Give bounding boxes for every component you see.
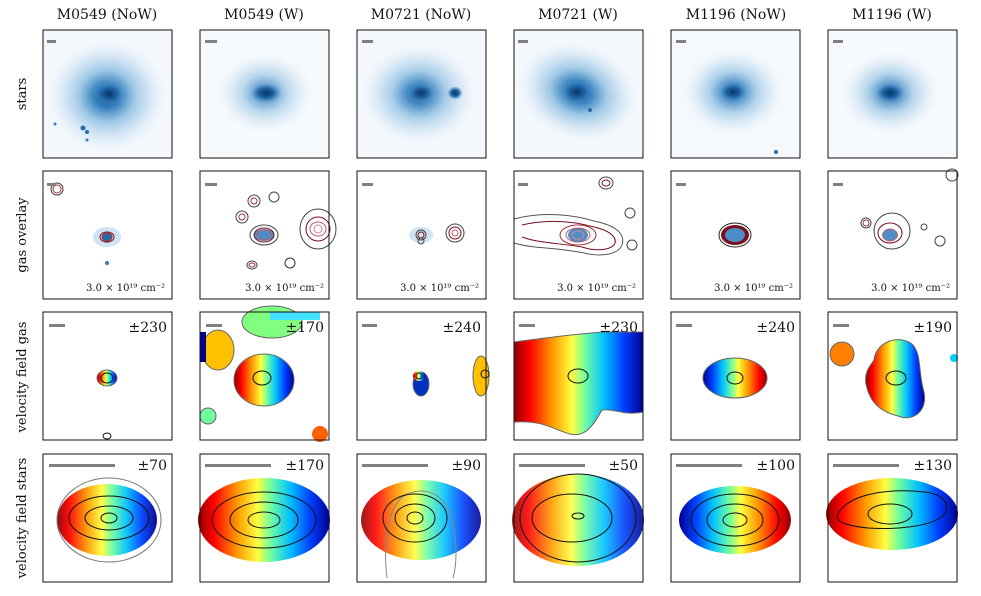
- velocity-stars-panel: ±90: [356, 453, 487, 583]
- velocity-range-label: ±170: [286, 458, 324, 474]
- scale-bar: [49, 464, 115, 467]
- column-title: M0549 (NoW): [57, 7, 157, 23]
- scale-bar: [205, 40, 217, 43]
- scale-bar: [676, 40, 686, 43]
- column-titles: M0549 (NoW) M0549 (W) M0721 (NoW) M0721 …: [57, 7, 932, 23]
- velocity-range-label: ±90: [451, 458, 481, 474]
- velocity-gas-panel: ±240: [670, 311, 801, 441]
- scale-bar: [676, 183, 686, 186]
- scale-bar: [362, 40, 373, 43]
- velocity-stars-panel: ±130: [826, 453, 958, 583]
- velocity-stars-panel: ±100: [670, 453, 801, 583]
- velocity-stars-panel: ±170: [198, 453, 330, 583]
- velocity-range-label: ±190: [914, 320, 952, 336]
- scale-bar: [833, 464, 899, 467]
- column-density-label: 3.0 × 10¹⁹ cm⁻²: [86, 283, 165, 294]
- column-title: M1196 (W): [852, 7, 932, 23]
- velocity-range-label: ±240: [443, 320, 481, 336]
- velocity-range-label: ±230: [600, 320, 638, 336]
- velocity-gas-panel: ±190: [827, 311, 958, 441]
- scale-bar: [49, 324, 65, 327]
- column-density-label: 3.0 × 10¹⁹ cm⁻²: [400, 283, 479, 294]
- velocity-range-label: ±50: [608, 458, 638, 474]
- velocity-gas-panel: ±240: [356, 311, 490, 441]
- velocity-gas-panel: ±170: [199, 305, 330, 442]
- scale-bar: [205, 183, 217, 186]
- column-density-label: 3.0 × 10¹⁹ cm⁻²: [714, 283, 793, 294]
- row-stars: [42, 29, 958, 159]
- column-title: M0549 (W): [224, 7, 304, 23]
- scale-bar: [362, 464, 428, 467]
- scale-bar: [47, 40, 56, 43]
- gas-overlay-panel: 3.0 × 10¹⁹ cm⁻²: [356, 170, 487, 300]
- scale-bar: [362, 183, 373, 186]
- velocity-range-label: ±240: [757, 320, 795, 336]
- row-label-gas-overlay: gas overlay: [15, 197, 30, 273]
- scale-bar: [519, 324, 535, 327]
- row-label-velocity-gas: velocity field gas: [15, 322, 30, 434]
- stars-panel: [670, 29, 801, 159]
- gas-overlay-panel: 3.0 × 10¹⁹ cm⁻²: [827, 168, 959, 300]
- stars-panel: [827, 29, 958, 159]
- scale-bar: [676, 324, 692, 327]
- scale-bar: [519, 464, 585, 467]
- velocity-range-label: ±70: [137, 458, 167, 474]
- scale-bar: [206, 324, 222, 327]
- stars-panel: [356, 29, 487, 159]
- gas-overlay-panel: 3.0 × 10¹⁹ cm⁻²: [513, 170, 644, 300]
- scale-bar: [518, 40, 528, 43]
- scale-bar: [833, 183, 843, 186]
- column-title: M0721 (NoW): [371, 7, 471, 23]
- velocity-gas-panel: ±230: [42, 311, 173, 441]
- scale-bar: [833, 324, 849, 327]
- velocity-gas-panel: ±230: [513, 311, 644, 441]
- velocity-range-label: ±230: [129, 320, 167, 336]
- column-title: M0721 (W): [538, 7, 618, 23]
- stars-panel: [513, 29, 644, 159]
- scale-bar: [833, 40, 843, 43]
- scale-bar: [362, 324, 377, 327]
- velocity-stars-panel: ±50: [512, 453, 644, 583]
- stars-panel: [42, 29, 173, 159]
- velocity-range-label: ±170: [286, 320, 324, 336]
- stars-panel: [199, 29, 330, 159]
- column-density-label: 3.0 × 10¹⁹ cm⁻²: [557, 283, 636, 294]
- column-density-label: 3.0 × 10¹⁹ cm⁻²: [245, 283, 324, 294]
- gas-overlay-panel: 3.0 × 10¹⁹ cm⁻²: [670, 170, 801, 300]
- velocity-range-label: ±100: [757, 458, 795, 474]
- row-label-velocity-stars: velocity field stars: [15, 458, 30, 580]
- velocity-stars-panel: ±70: [42, 453, 173, 583]
- row-velocity-stars: ±70 ±170 ±90: [42, 453, 958, 583]
- row-labels: stars gas overlay velocity field gas vel…: [15, 78, 30, 580]
- column-title: M1196 (NoW): [686, 7, 786, 23]
- gas-overlay-panel: 3.0 × 10¹⁹ cm⁻²: [42, 170, 173, 300]
- velocity-range-label: ±130: [914, 458, 952, 474]
- scale-bar: [676, 464, 742, 467]
- row-gas-overlay: 3.0 × 10¹⁹ cm⁻²: [42, 168, 959, 300]
- row-velocity-gas: ±230 ±170 ±240: [42, 305, 958, 442]
- scale-bar: [205, 464, 271, 467]
- column-density-label: 3.0 × 10¹⁹ cm⁻²: [871, 283, 950, 294]
- scale-bar: [47, 183, 56, 186]
- row-label-stars: stars: [15, 78, 30, 111]
- scale-bar: [518, 183, 528, 186]
- gas-overlay-panel: 3.0 × 10¹⁹ cm⁻²: [199, 170, 337, 300]
